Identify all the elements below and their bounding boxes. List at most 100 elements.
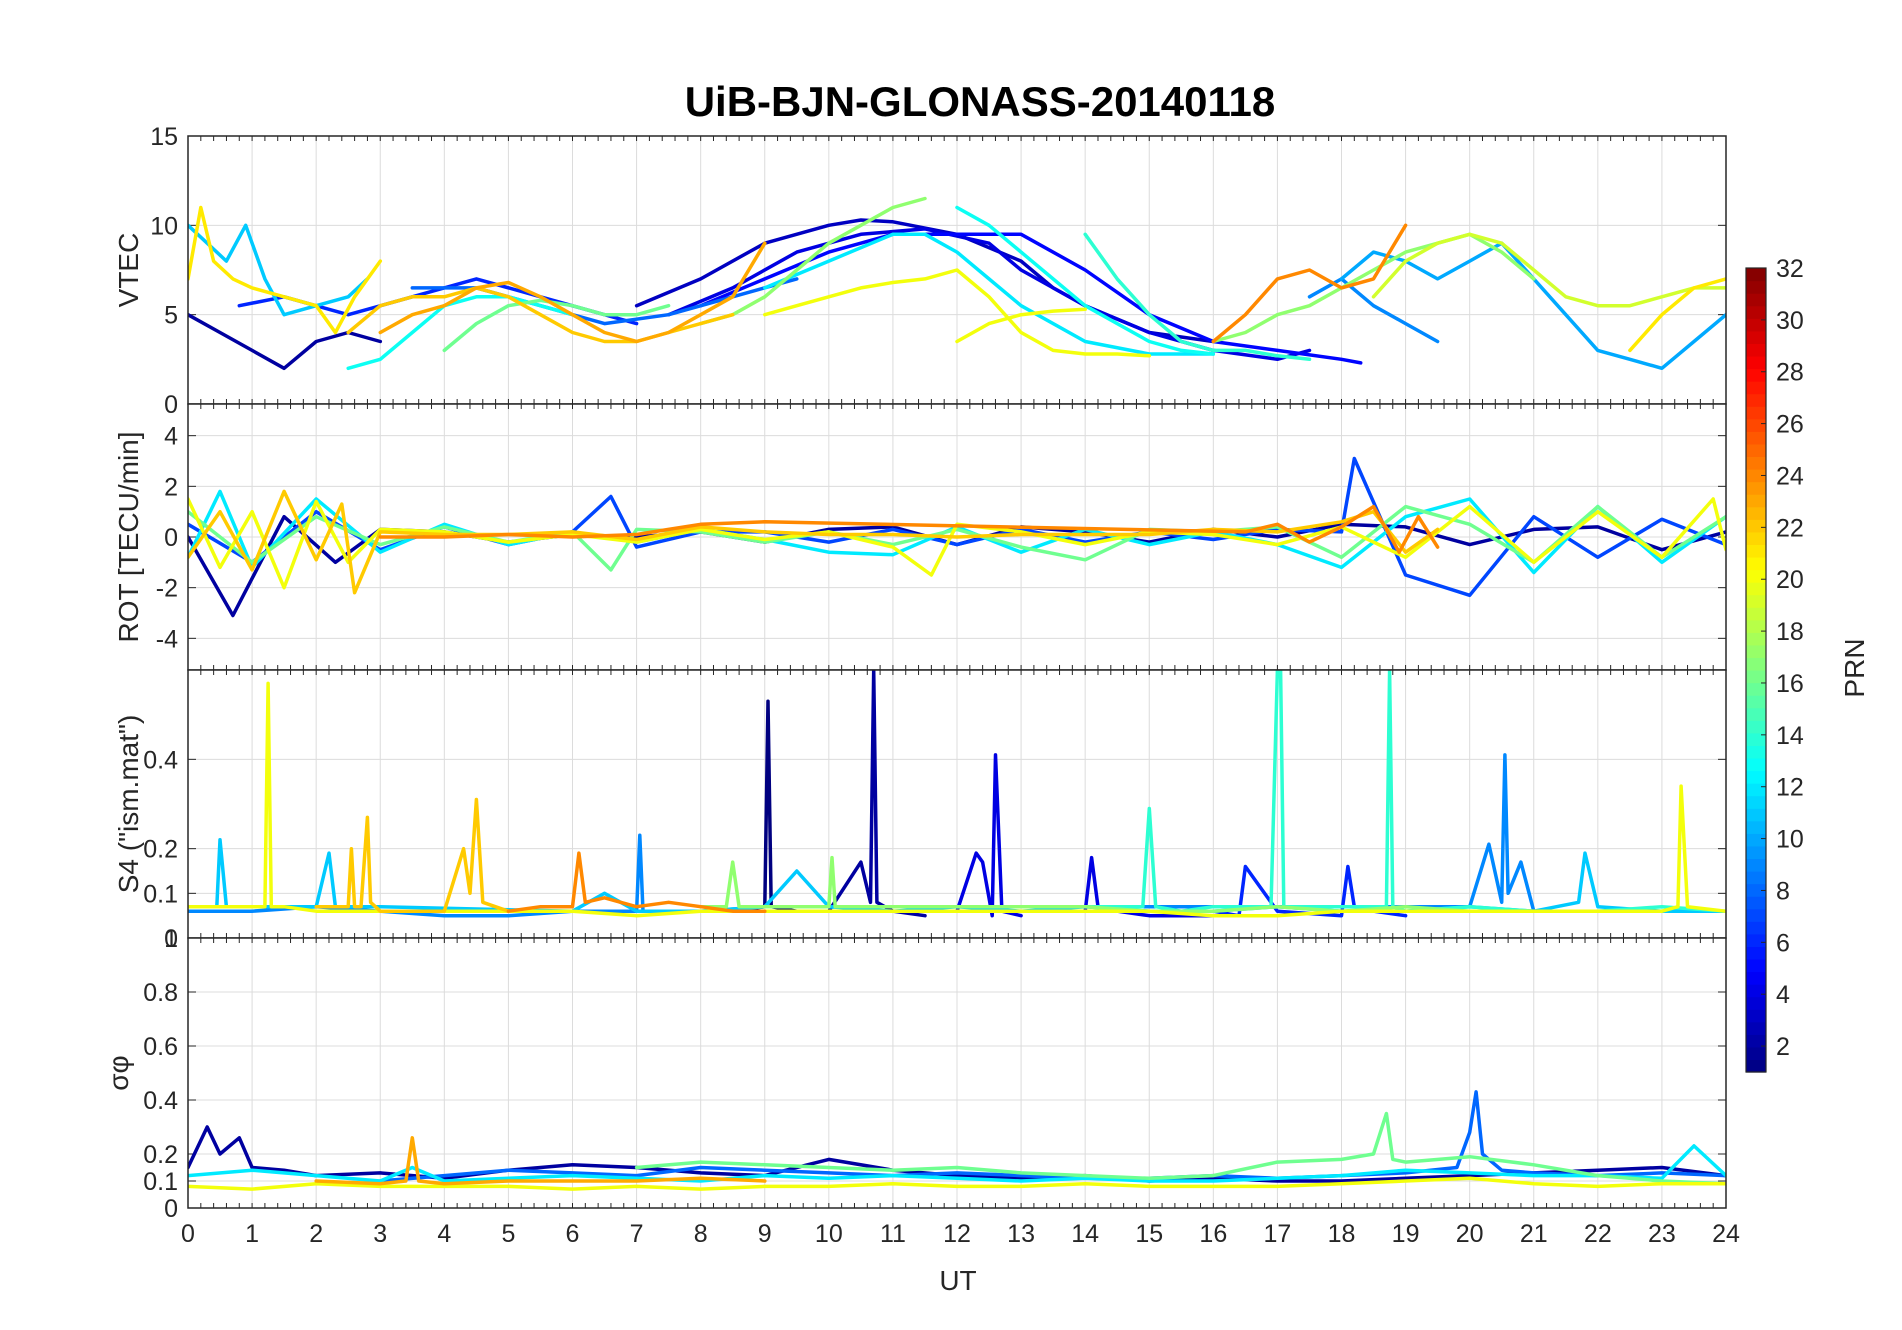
series-prn-9 [1307,277,1440,344]
series-prn-20 [188,681,1726,918]
x-tick-label: 23 [1648,1220,1676,1248]
colorbar-segment [1746,644,1766,659]
x-tick-label: 1 [245,1220,259,1248]
y-axis-label: VTEC [113,233,144,308]
series-prn-20 [188,1176,1726,1191]
series-prn-5 [698,232,1363,365]
colorbar-segment [1746,268,1766,282]
x-tick-label: 10 [815,1220,843,1248]
x-tick-label: 22 [1584,1220,1612,1248]
colorbar-tick-label: 32 [1776,255,1804,283]
colorbar-segment [1746,330,1766,344]
colorbar-label: PRN [1839,638,1870,697]
series-group [188,456,1726,618]
series-prn-20 [955,307,1087,344]
series-prn-19 [1371,232,1726,308]
series-group [188,196,1726,371]
series-prn-12 [188,1144,1726,1183]
series-prn-22 [188,489,1440,595]
colorbar-tick-label: 30 [1776,307,1804,335]
colorbar-tick-label: 16 [1776,670,1804,698]
series-prn-11 [188,223,370,317]
colorbar-segment [1746,657,1766,671]
colorbar-segment [1746,921,1766,935]
y-tick-label: 1 [164,925,178,953]
colorbar-segment [1746,431,1766,445]
series-prn-14 [1083,232,1312,362]
x-tick-label: 18 [1328,1220,1356,1248]
colorbar-segment [1746,531,1766,545]
y-tick-label: 0.2 [143,836,178,864]
axes-frame [187,937,1727,1209]
colorbar-segment [1746,883,1766,897]
y-tick-label: -4 [156,625,178,653]
colorbar-tick-label: 22 [1776,514,1804,542]
x-tick-label: 24 [1712,1220,1740,1248]
colorbar-segment [1746,670,1766,684]
colorbar-segment [1746,820,1766,834]
series-prn-13 [346,295,575,371]
series-prn-24 [378,504,1440,554]
series-group [188,670,1726,918]
y-tick-label: 0.4 [143,1087,178,1115]
x-tick-labels: 0 1 2 3 4 5 6 7 8 9 10 11 12 13 14 15 16 17 18 19 20 21 22 23 24 [181,1220,1740,1248]
x-tick-label: 9 [758,1220,772,1248]
series-prn-21 [188,205,383,335]
colorbar-segment [1746,958,1766,973]
panel-1: 0 5 10 15 VTEC [113,123,1727,419]
series-prn-16 [442,298,671,353]
x-tick-label: 17 [1264,1220,1292,1248]
colorbar-segment [1746,355,1766,370]
chart-title: UiB-BJN-GLONASS-20140118 [685,78,1276,125]
colorbar-tick-label: 2 [1776,1033,1790,1061]
colorbar-tick-label: 24 [1776,462,1804,490]
y-tick-label: 0.6 [143,1033,178,1061]
series-prn-24 [1211,223,1408,344]
x-tick-label: 21 [1520,1220,1548,1248]
colorbar-segment [1746,1034,1766,1048]
colorbar-segment [1746,996,1766,1010]
colorbar-segment [1746,456,1766,470]
colorbar-tick-label: 26 [1776,411,1804,439]
colorbar-segment [1746,280,1766,294]
colorbar-segment [1746,594,1766,608]
series-prn-12 [763,232,1216,356]
colorbar-segment [1746,695,1766,709]
y-tick-label: 0.1 [143,1168,178,1196]
colorbar-segment [1746,871,1766,885]
colorbar-segment [1746,544,1766,558]
colorbar-segment [1746,971,1766,985]
x-tick-label: 14 [1071,1220,1099,1248]
colorbar-segment [1746,569,1766,583]
y-tick-label: 0.2 [143,1141,178,1169]
colorbar-segment [1746,845,1766,860]
colorbar-tick-label: 12 [1776,774,1804,802]
y-tick-label: 2 [164,473,178,501]
x-tick-label: 7 [630,1220,644,1248]
colorbar-segment [1746,858,1766,872]
colorbar-tick-label: 4 [1776,981,1790,1009]
colorbar-segment [1746,745,1766,759]
colorbar-tick-label: 10 [1776,826,1804,854]
colorbar-segment [1746,896,1766,910]
y-tick-label: 5 [164,302,178,330]
colorbar-segment [1746,908,1766,922]
y-tick-label: 0.8 [143,979,178,1007]
colorbar-segment [1746,305,1766,319]
series-prn-17 [698,855,1472,913]
series-prn-13 [955,205,1216,356]
x-tick-label: 19 [1392,1220,1420,1248]
x-tick-label: 8 [694,1220,708,1248]
colorbar-tick-label: 20 [1776,566,1804,594]
x-tick-label: 6 [566,1220,580,1248]
y-axis-label: ROT [TECU/min] [113,431,144,642]
x-tick-label: 13 [1007,1220,1035,1248]
colorbar-segment [1746,933,1766,947]
y-axis-label: S4 ("ism.mat") [113,715,144,894]
y-axis-label: σφ [103,1055,134,1090]
colorbar-segment [1746,582,1766,596]
colorbar-segment [1746,406,1766,420]
series-prn-20 [188,497,1726,590]
